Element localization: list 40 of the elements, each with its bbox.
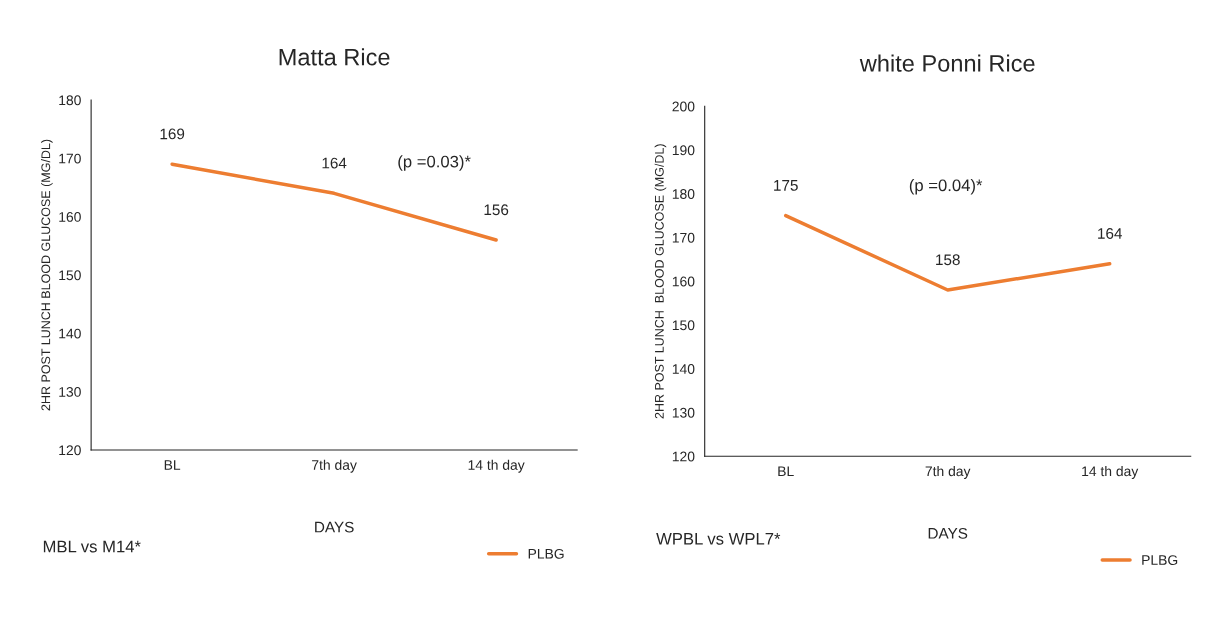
y-tick-label: 180 — [672, 189, 695, 199]
y-tick-label: 170 — [59, 153, 81, 164]
annotation: (p =0.04)* — [909, 178, 983, 195]
x-tick-label: 7th day — [312, 459, 357, 473]
legend-label: PLBG — [528, 548, 564, 559]
chart-title: Matta Rice — [279, 48, 390, 66]
data-label: 175 — [774, 180, 798, 191]
data-label: 156 — [484, 204, 509, 216]
y-axis-title: 2HR POST LUNCH BLOOD GLUCOSE (MG/DL) — [654, 144, 667, 419]
y-tick-label: 180 — [59, 95, 81, 106]
y-tick-label: 140 — [672, 364, 695, 374]
y-tick-label: 130 — [59, 387, 81, 397]
y-tick-label: 130 — [672, 407, 695, 418]
x-tick-label: 14 th day — [1082, 465, 1139, 479]
text: WPBL vs WPL7* — [656, 533, 781, 545]
x-tick-label: 14 th day — [468, 459, 525, 473]
y-tick-label: 150 — [672, 320, 695, 331]
x-axis-title: DAYS — [315, 521, 354, 533]
data-label: 164 — [322, 157, 347, 169]
y-tick-label: 120 — [672, 451, 695, 462]
data-label: 169 — [160, 128, 185, 140]
x-tick-label: 7th day — [925, 465, 971, 479]
y-tick-label: 190 — [672, 145, 695, 156]
y-tick-label: 140 — [59, 328, 81, 339]
y-tick-label: 150 — [59, 270, 81, 281]
annotation: (p =0.03)* — [398, 155, 471, 171]
chart-title: white Ponni Rice — [859, 54, 1035, 72]
data-label: 158 — [936, 254, 960, 266]
y-tick-label: 160 — [59, 212, 81, 222]
y-tick-label: 160 — [672, 276, 695, 287]
y-tick-label: 170 — [672, 232, 695, 243]
data-label: 164 — [1098, 228, 1122, 239]
y-tick-label: 200 — [672, 101, 695, 112]
y-tick-label: 120 — [59, 445, 81, 456]
x-tick-label: BL — [778, 466, 794, 477]
text: MBL vs M14* — [43, 540, 141, 553]
legend-label: PLBG — [1142, 555, 1178, 565]
y-axis-title: 2HR POST LUNCH BLOOD GLUCOSE (MG/DL) — [41, 139, 53, 411]
x-tick-label: BL — [164, 460, 181, 470]
x-axis-title: DAYS — [928, 527, 968, 539]
